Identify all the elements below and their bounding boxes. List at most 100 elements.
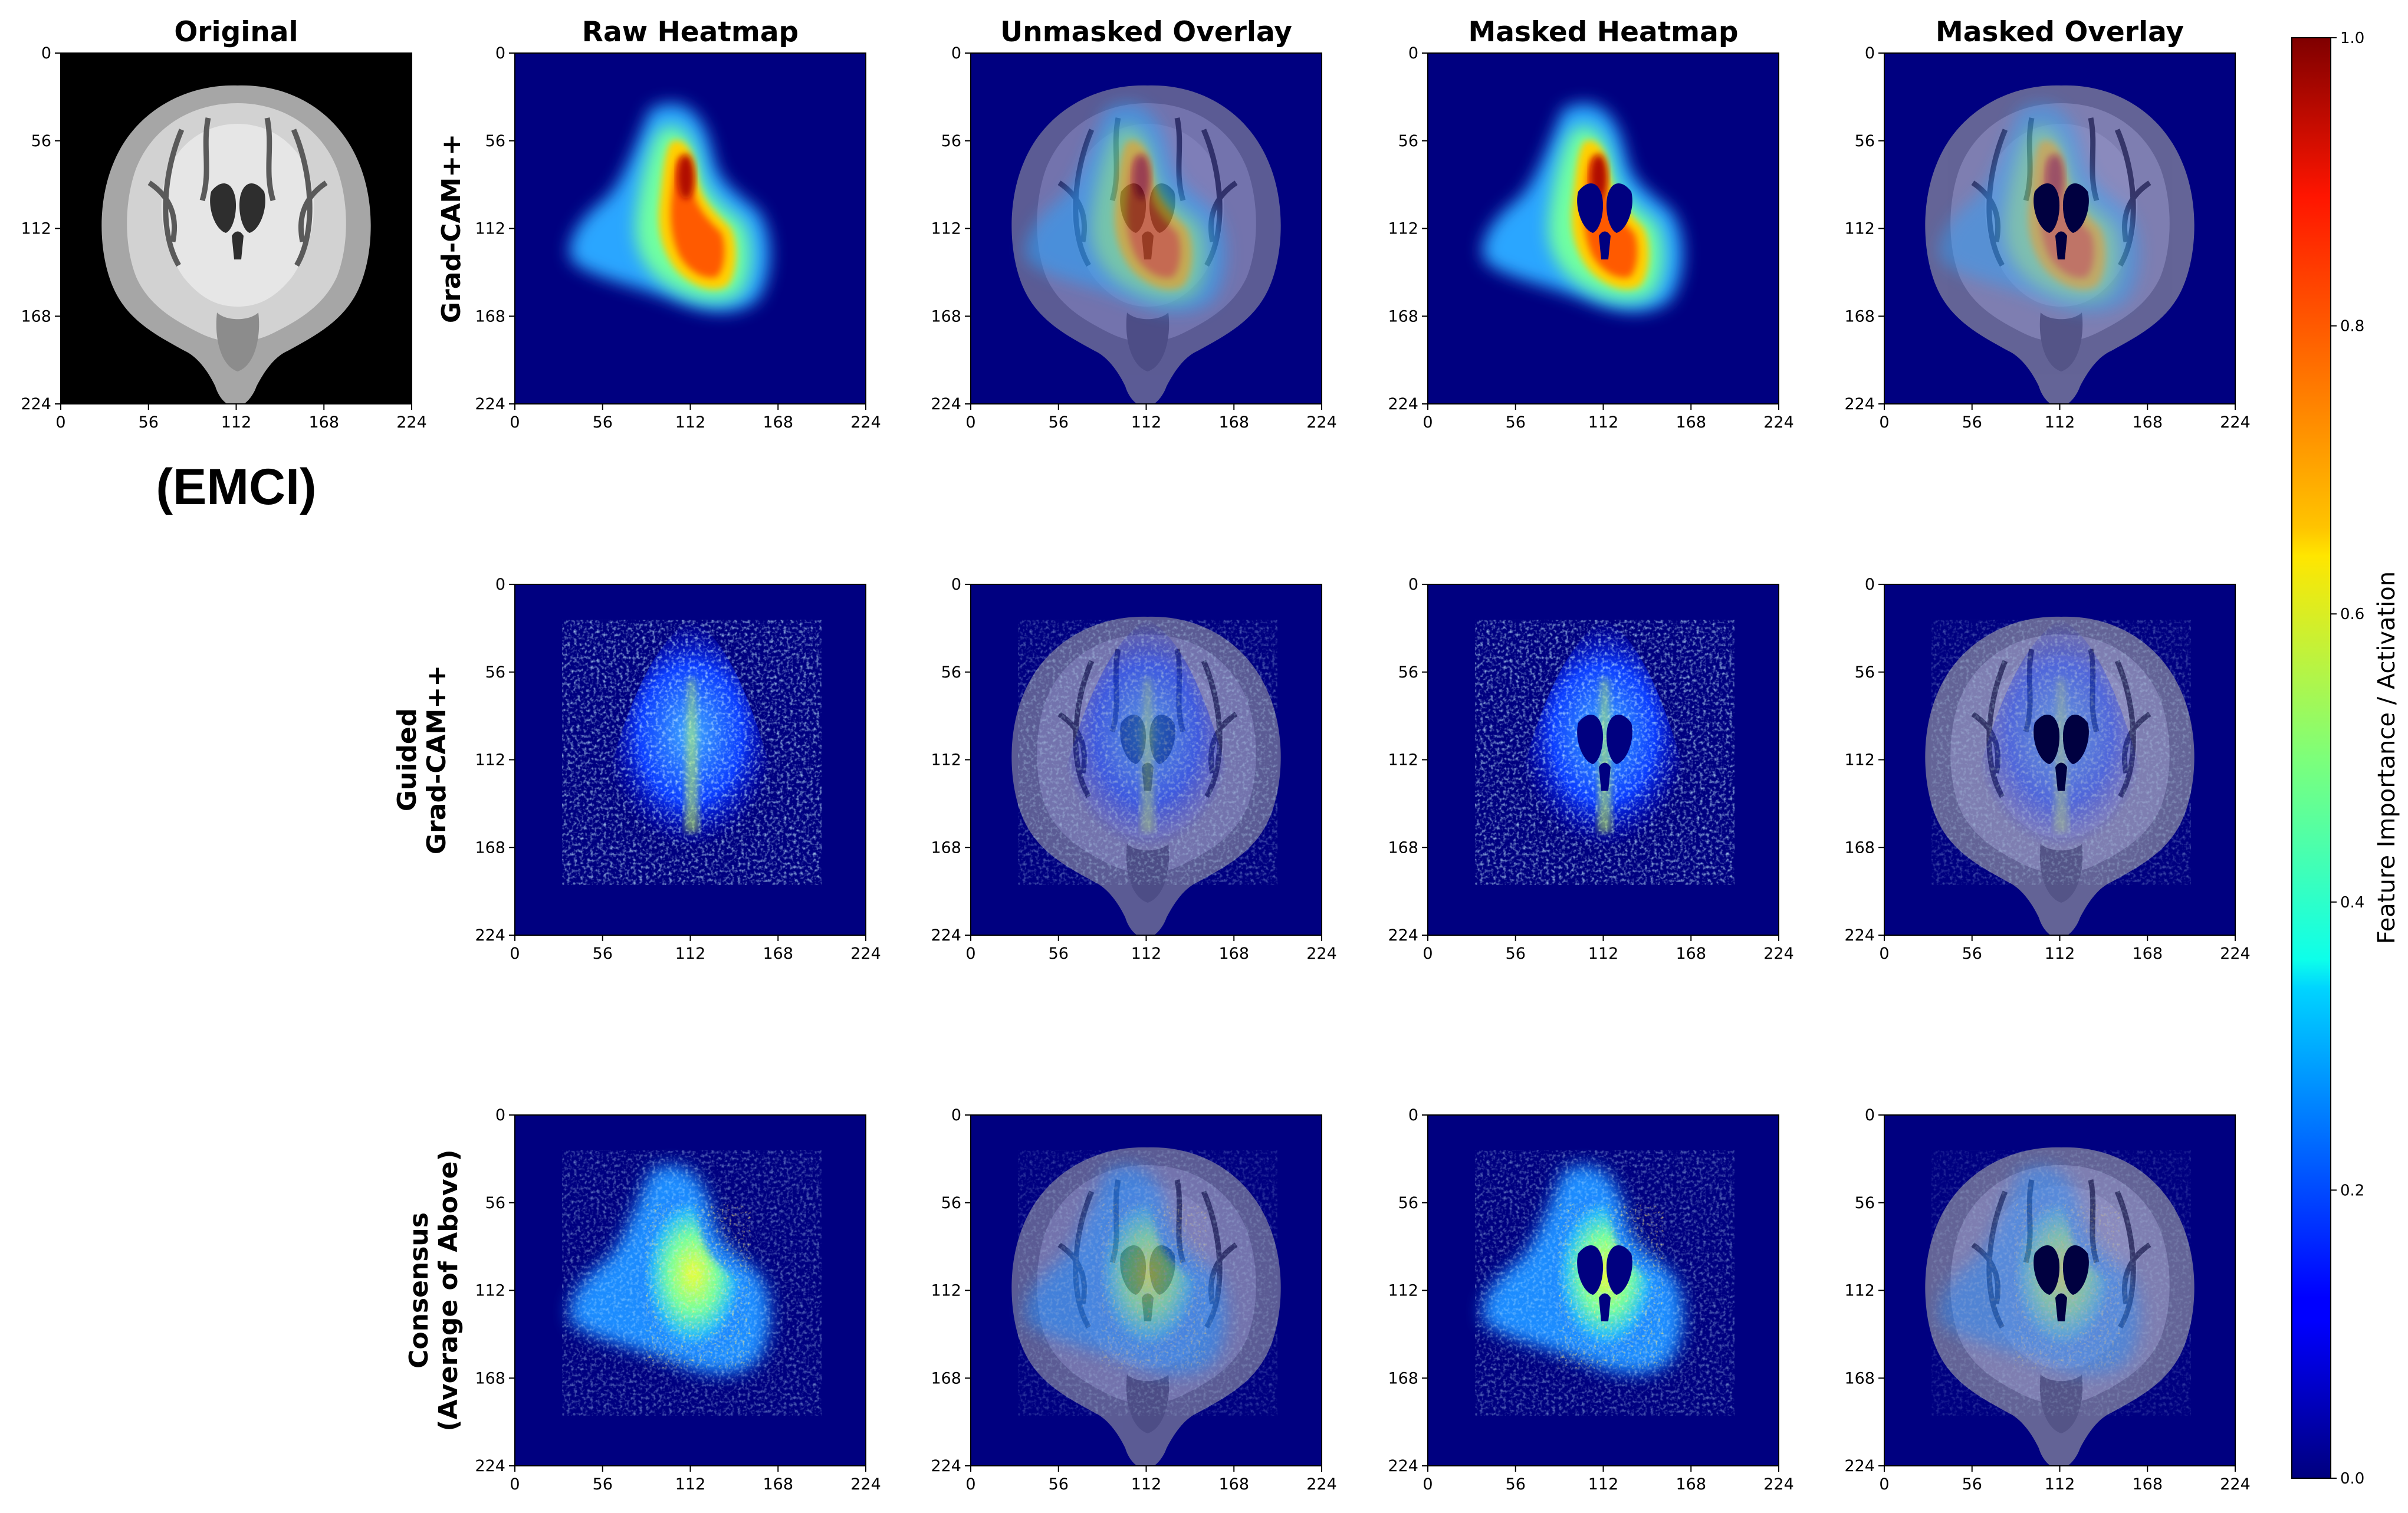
x-tick-label: 0 — [1423, 945, 1433, 963]
colorbar-label: Feature Importance / Activation — [2373, 571, 2400, 944]
y-tick-label: 168 — [931, 307, 961, 325]
y-tick-label: 224 — [475, 1457, 505, 1475]
row-label: Guided Grad-CAM++ — [392, 665, 452, 854]
heatmap-panel-gradcam-raw — [514, 52, 866, 404]
y-tick-label: 224 — [475, 926, 505, 945]
subject-label: (EMCI) — [156, 459, 316, 515]
y-tick-label: 56 — [485, 132, 505, 150]
y-tick-label: 112 — [1388, 220, 1418, 238]
heatmap-panel-consensus-unmasked — [970, 1114, 1322, 1466]
column-title: Masked Heatmap — [1468, 16, 1738, 48]
y-tick-label: 112 — [1388, 751, 1418, 769]
x-tick-label: 112 — [675, 945, 706, 963]
heatmap-panel-guided-raw — [514, 584, 866, 936]
colorbar-tick-label: 0.2 — [2340, 1182, 2364, 1199]
x-tick-label: 0 — [965, 1475, 975, 1494]
y-tick-label: 224 — [1844, 395, 1875, 413]
y-tick-label: 112 — [475, 220, 505, 238]
y-tick-label: 0 — [951, 1106, 961, 1124]
x-tick-label: 112 — [1588, 945, 1619, 963]
y-tick-label: 168 — [1844, 838, 1875, 857]
row-label: Grad-CAM++ — [436, 134, 467, 323]
y-tick-label: 56 — [1398, 663, 1418, 682]
x-tick-label: 224 — [1306, 1475, 1337, 1494]
y-tick-label: 112 — [931, 1282, 961, 1300]
x-tick-label: 168 — [1676, 413, 1706, 432]
y-tick-label: 0 — [495, 44, 505, 63]
column-title: Masked Overlay — [1936, 16, 2184, 48]
x-tick-label: 112 — [1588, 413, 1619, 432]
y-tick-label: 224 — [931, 1457, 961, 1475]
x-tick-label: 0 — [1879, 413, 1889, 432]
x-tick-label: 224 — [1763, 945, 1794, 963]
row-label-line: (Average of Above) — [433, 1149, 464, 1431]
y-tick-label: 56 — [485, 663, 505, 682]
x-tick-label: 224 — [2220, 1475, 2251, 1494]
x-tick-label: 0 — [510, 945, 520, 963]
x-tick-label: 168 — [2132, 945, 2163, 963]
heatmap-panel-guided-maskedov — [1884, 584, 2236, 936]
y-tick-label: 168 — [475, 307, 505, 325]
y-tick-label: 224 — [475, 395, 505, 413]
y-tick-label: 168 — [1388, 1369, 1418, 1387]
y-tick-label: 224 — [1388, 1457, 1418, 1475]
heatmap-panel-consensus-raw — [514, 1114, 866, 1466]
x-tick-label: 112 — [1131, 413, 1162, 432]
row-label-line: Consensus — [404, 1212, 434, 1369]
y-tick-label: 224 — [1844, 926, 1875, 945]
y-tick-label: 112 — [1844, 1282, 1875, 1300]
x-tick-label: 56 — [593, 413, 613, 432]
column-title: Original — [174, 16, 298, 48]
y-tick-label: 56 — [1855, 1194, 1875, 1212]
y-tick-label: 112 — [1844, 220, 1875, 238]
x-tick-label: 112 — [2045, 945, 2075, 963]
x-tick-label: 112 — [2045, 413, 2075, 432]
x-tick-label: 56 — [1049, 413, 1069, 432]
x-tick-label: 56 — [1506, 1475, 1526, 1494]
y-tick-label: 56 — [485, 1194, 505, 1212]
x-tick-label: 112 — [1131, 1475, 1162, 1494]
y-tick-label: 0 — [1408, 44, 1418, 63]
y-tick-label: 56 — [1855, 132, 1875, 150]
x-tick-label: 168 — [1218, 1475, 1249, 1494]
y-tick-label: 0 — [495, 1106, 505, 1124]
y-tick-label: 56 — [941, 663, 961, 682]
column-title: Unmasked Overlay — [1000, 16, 1292, 48]
x-tick-label: 224 — [2220, 413, 2251, 432]
y-tick-label: 56 — [31, 132, 51, 150]
y-tick-label: 112 — [931, 220, 961, 238]
x-tick-label: 0 — [510, 413, 520, 432]
y-tick-label: 0 — [1865, 575, 1875, 594]
x-tick-label: 112 — [2045, 1475, 2075, 1494]
y-tick-label: 112 — [475, 1282, 505, 1300]
colorbar-tick-label: 0.4 — [2340, 894, 2364, 912]
heatmap-panel-gradcam-masked — [1427, 52, 1779, 404]
heatmap-panel-guided-masked — [1427, 584, 1779, 936]
x-tick-label: 112 — [675, 413, 706, 432]
x-tick-label: 0 — [965, 945, 975, 963]
y-tick-label: 168 — [1844, 1369, 1875, 1387]
column-title: Raw Heatmap — [582, 16, 799, 48]
x-tick-label: 56 — [1962, 1475, 1982, 1494]
x-tick-label: 112 — [1588, 1475, 1619, 1494]
x-tick-label: 224 — [1763, 413, 1794, 432]
colorbar-tick-label: 0.6 — [2340, 606, 2364, 623]
y-tick-label: 112 — [931, 751, 961, 769]
y-tick-label: 112 — [1844, 751, 1875, 769]
x-tick-label: 112 — [221, 413, 252, 432]
x-tick-label: 0 — [1879, 945, 1889, 963]
y-tick-label: 168 — [1388, 838, 1418, 857]
heatmap-panel-gradcam-unmasked — [970, 52, 1322, 404]
y-tick-label: 0 — [41, 44, 51, 63]
row-label-line: Grad-CAM++ — [436, 134, 467, 323]
y-tick-label: 56 — [941, 132, 961, 150]
